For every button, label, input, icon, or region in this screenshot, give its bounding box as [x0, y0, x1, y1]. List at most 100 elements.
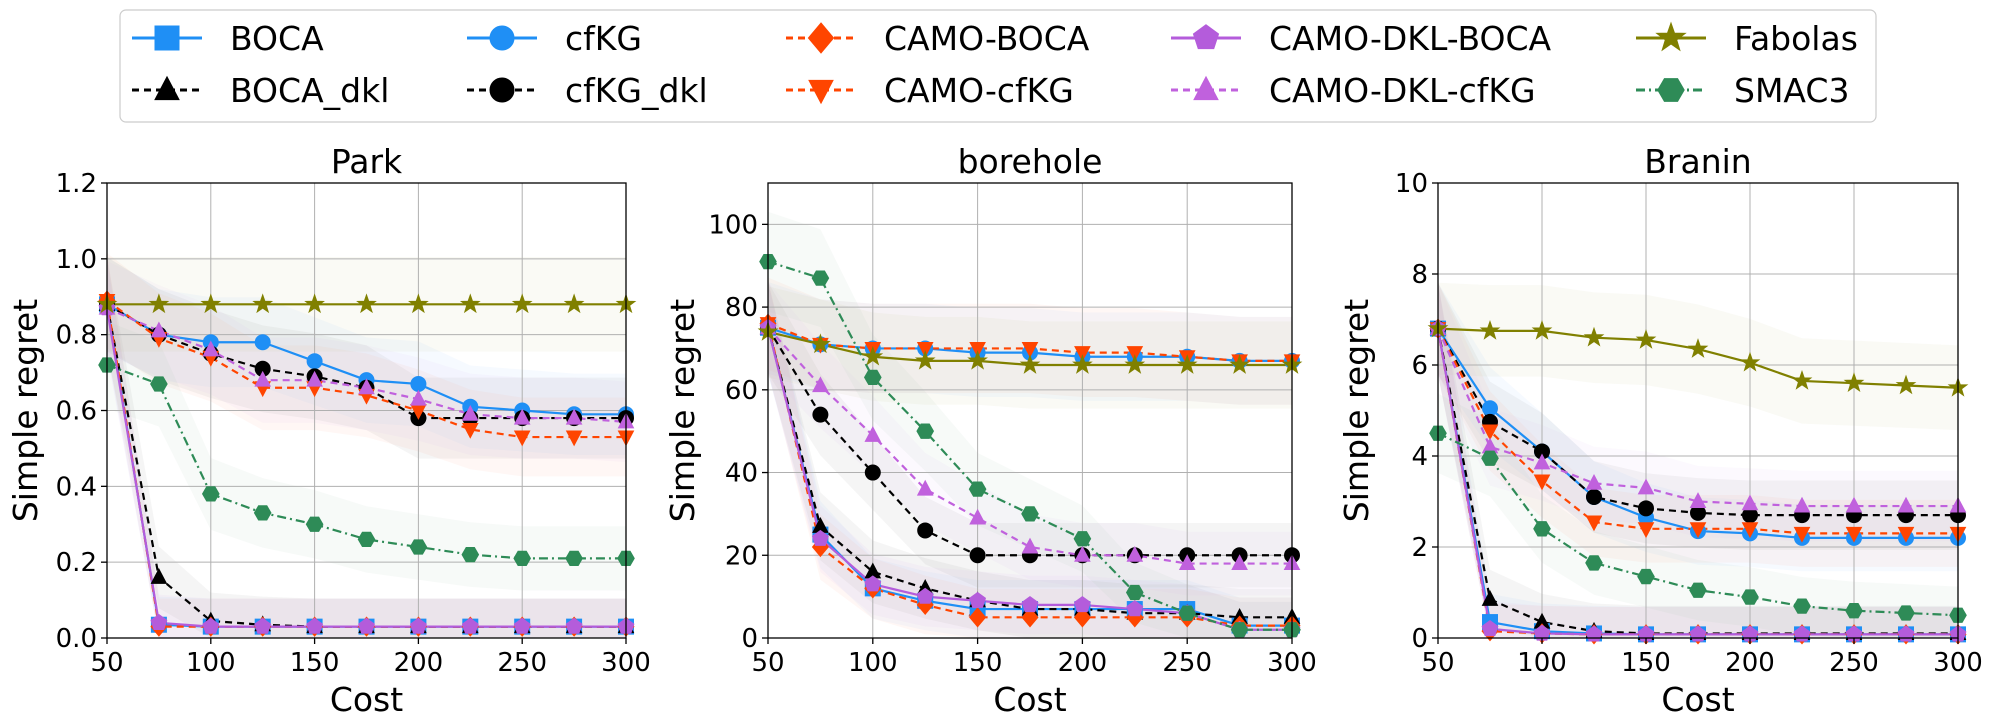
data-point-fabolas: [1072, 354, 1093, 374]
series-cfkg-dkl: [107, 303, 626, 420]
data-point-camo-dkl-boca: [358, 617, 375, 634]
data-point-camo-dkl-cfkg: [1793, 496, 1811, 513]
plot-frame: [1437, 182, 1959, 639]
data-point-camo-dkl-cfkg: [150, 321, 168, 338]
data-point-fabolas: [862, 345, 884, 366]
data-point-camo-dkl-boca: [864, 575, 882, 592]
data-point-fabolas: [459, 293, 481, 314]
data-point-camo-cfkg: [1074, 346, 1091, 362]
legend-label-boca-dkl: BOCA_dkl: [230, 71, 389, 110]
legend-label-camo-dkl-boca: CAMO-DKL-BOCA: [1269, 19, 1552, 58]
data-point-boca-dkl: [150, 568, 168, 584]
axes: 50 100 150 200 250 300 0 20 40 60 80 100: [708, 210, 1316, 678]
data-point-camo-dkl-boca: [811, 529, 829, 546]
y-tick-label: 0.6: [56, 397, 97, 427]
legend-item-camo-dkl-boca: CAMO-DKL-BOCA: [1171, 19, 1552, 58]
data-point-smac3: [1021, 506, 1039, 522]
chart-panels: 50 100 150 200 250 3000.00.20.40.60.81.01.2Pa…: [6, 142, 1983, 719]
data-point-camo-dkl-boca: [513, 617, 531, 634]
data-point-cfkg: [306, 353, 323, 370]
data-point-smac3: [916, 423, 935, 439]
data-point-fabolas: [1531, 319, 1553, 340]
series-line-smac3: [107, 363, 626, 560]
legend-item-fabolas: Fabolas: [1636, 19, 1858, 58]
data-point-camo-dkl-boca: [1481, 620, 1499, 637]
data-point-fabolas: [1176, 354, 1198, 374]
data-point-camo-dkl-boca: [565, 617, 583, 634]
y-axis-label: Simple regret: [663, 299, 702, 522]
x-tick-label: 50: [90, 648, 123, 678]
data-point-smac3: [1533, 521, 1551, 537]
chart-panel-park: 50 100 150 200 250 300 0.0 0.2 0.4 0.6 0.8 1.0 1.2 Pa…: [6, 142, 651, 719]
data-point-smac3: [1073, 531, 1092, 547]
data-point-smac3: [1230, 622, 1249, 638]
series-line-cfkg-dkl: [768, 327, 1292, 557]
data-point-fabolas: [511, 293, 533, 314]
band-smac3: [107, 321, 626, 591]
y-tick-label: 6: [1411, 351, 1428, 381]
data-point-smac3: [1637, 568, 1655, 585]
data-point-camo-dkl-cfkg: [1178, 554, 1196, 571]
data-point-camo-dkl-cfkg: [1585, 473, 1603, 490]
data-point-fabolas: [1583, 326, 1605, 347]
data-point-smac3: [863, 369, 882, 386]
legend-item-camo-boca: CAMO-BOCA: [786, 19, 1090, 58]
data-point-camo-dkl-cfkg: [969, 508, 986, 525]
band-camo-cfkg: [768, 277, 1292, 405]
legend-marker-boca: [154, 25, 180, 51]
legend-item-camo-dkl-cfkg: CAMO-DKL-cfKG: [1171, 71, 1536, 110]
x-tick-label: 150: [1621, 648, 1671, 678]
data-point-fabolas: [1635, 329, 1657, 349]
data-point-fabolas: [1791, 370, 1813, 390]
band-cfkg-dkl: [1438, 282, 1958, 550]
data-point-cfkg: [1482, 400, 1498, 417]
data-point-camo-dkl-boca: [1073, 596, 1091, 613]
data-point-camo-dkl-cfkg: [254, 370, 272, 387]
data-point-camo-dkl-cfkg: [1231, 554, 1248, 571]
data-point-fabolas: [967, 349, 988, 370]
data-point-camo-cfkg: [1741, 522, 1759, 539]
y-tick-label: 4: [1411, 442, 1428, 472]
x-tick-label: 250: [1162, 648, 1212, 678]
legend-item-cfkg: cfKG: [467, 19, 642, 58]
chart-title: borehole: [958, 142, 1103, 181]
y-tick-label: 0.8: [56, 321, 97, 351]
x-tick-label: 300: [1267, 648, 1317, 678]
legend-label-cfkg-dkl: cfKG_dkl: [565, 71, 708, 110]
data-point-camo-dkl-boca: [409, 617, 427, 634]
legend-label-fabolas: Fabolas: [1734, 19, 1858, 58]
data-point-cfkg-dkl: [1638, 500, 1654, 517]
legend: BOCA BOCA_dkl cfKG cfKG_dkl CAMO-BOCA CAMO-cf…: [119, 9, 1877, 123]
data-point-camo-dkl-boca: [1585, 625, 1603, 642]
uncertainty-bands: [107, 252, 626, 638]
data-point-smac3: [513, 550, 532, 567]
data-point-camo-cfkg: [513, 430, 531, 447]
x-tick-label: 250: [1829, 648, 1879, 678]
legend-marker-camo-cfkg: [808, 79, 834, 105]
data-point-fabolas: [1124, 354, 1146, 374]
legend-item-boca: BOCA: [132, 19, 324, 58]
series-camo-cfkg: [1438, 328, 1958, 535]
x-axis-label: Cost: [330, 680, 403, 719]
data-point-camo-dkl-boca: [1897, 625, 1915, 642]
y-tick-label: 0: [1411, 624, 1428, 654]
data-point-smac3: [1585, 555, 1603, 571]
data-point-camo-boca: [1073, 607, 1091, 628]
x-axis-label: Cost: [1661, 680, 1734, 719]
y-tick-label: 1.2: [56, 169, 97, 199]
plot-frame: [767, 182, 1293, 639]
data-point-cfkg-dkl: [812, 406, 829, 423]
data-point-camo-dkl-cfkg: [1845, 496, 1863, 513]
chart-panel-borehole: 50 100 150 200 250 300 0 20 40 60 80 100 borehole Cos…: [663, 142, 1317, 719]
band-camo-dkl-boca: [768, 281, 1292, 638]
band-camo-dkl-cfkg: [107, 261, 626, 463]
x-axis-label: Cost: [993, 680, 1066, 719]
data-point-camo-dkl-boca: [969, 591, 987, 608]
data-point-smac3: [811, 270, 830, 286]
legend-label-boca: BOCA: [230, 19, 324, 58]
legend-label-camo-cfkg: CAMO-cfKG: [884, 71, 1074, 110]
band-cfkg-dkl: [768, 281, 1292, 588]
y-tick-label: 100: [708, 210, 758, 240]
y-axis-label: Simple regret: [6, 299, 45, 522]
y-tick-label: 8: [1411, 260, 1428, 290]
